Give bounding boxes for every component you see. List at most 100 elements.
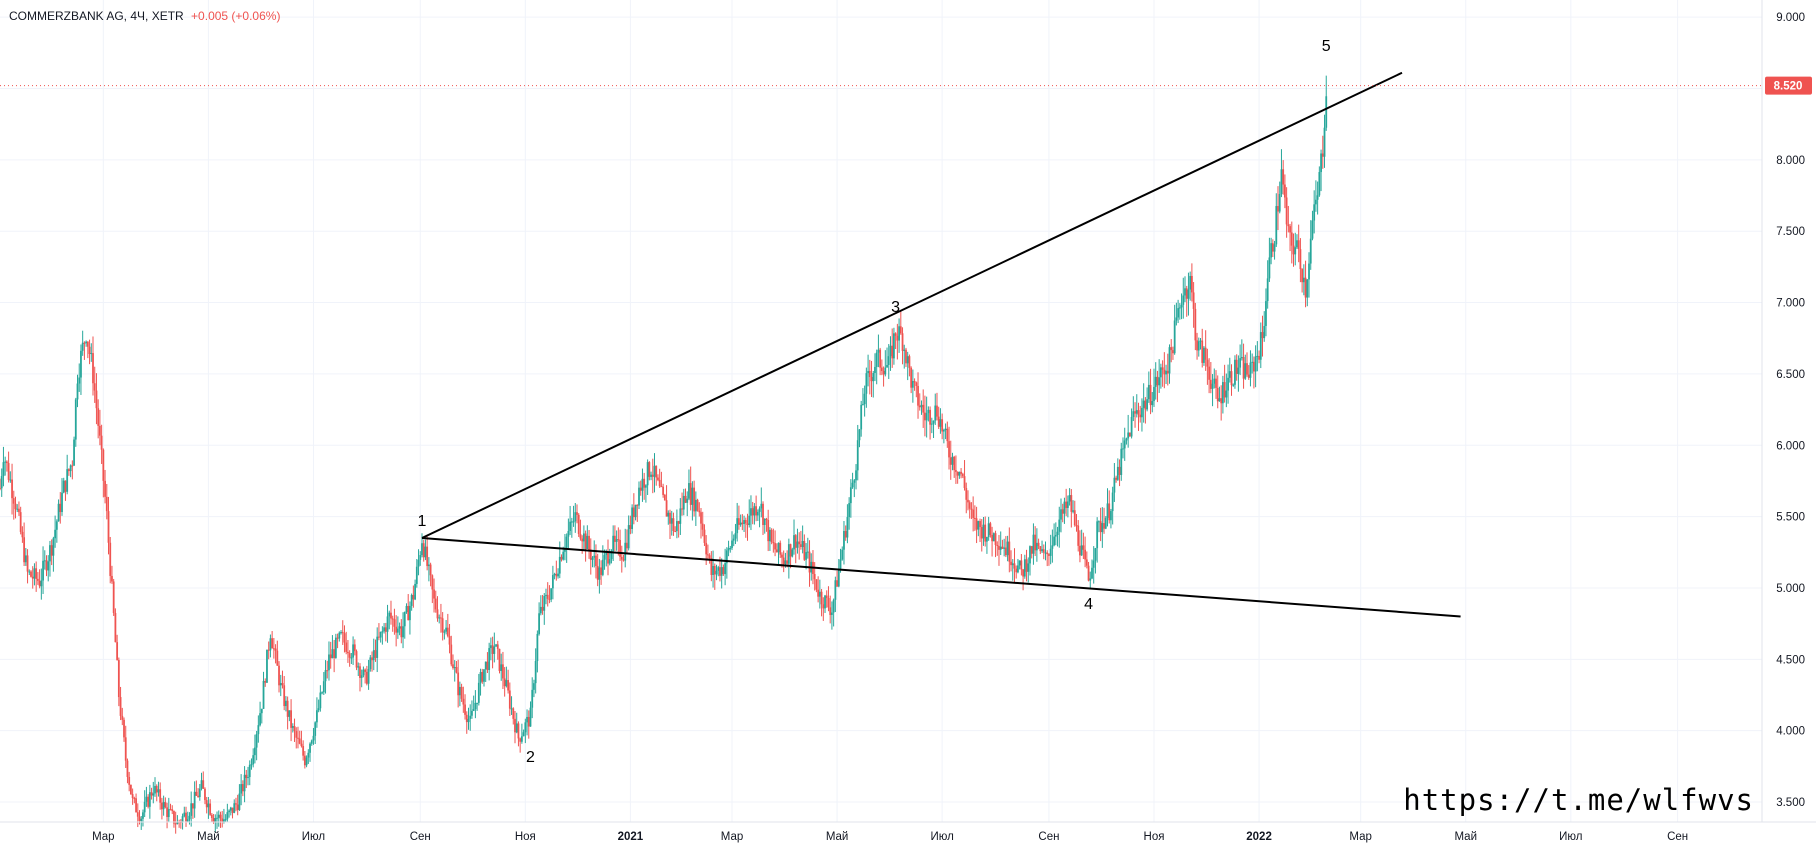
time-tick-label: Июл (930, 831, 953, 843)
candle-body (538, 613, 541, 634)
candle-body (977, 521, 980, 530)
candle-body (929, 409, 931, 425)
candle-body (829, 607, 832, 615)
candle-body (600, 567, 603, 575)
candle-body (195, 791, 198, 796)
candle-body (560, 556, 563, 560)
candle-body (403, 611, 406, 627)
candle-body (930, 423, 933, 425)
candle-body (1306, 279, 1309, 298)
candle-body (918, 405, 921, 408)
candle-body (772, 542, 775, 544)
candle-body (228, 810, 230, 813)
candle-body (136, 812, 139, 817)
candle-body (1035, 542, 1038, 551)
candle-body (11, 479, 13, 499)
candle-body (1056, 531, 1059, 536)
candle-body (348, 653, 351, 658)
candle-body (235, 803, 237, 805)
candle-body (524, 722, 527, 733)
candle-body (915, 382, 918, 386)
candle-body (334, 637, 337, 658)
candle-body (381, 631, 384, 633)
candle-body (663, 494, 666, 501)
candle-body (434, 598, 437, 610)
candle-body (753, 506, 756, 516)
candle-body (879, 349, 882, 368)
candle-body (248, 764, 251, 778)
candle-body (662, 486, 665, 495)
candle-body (658, 479, 661, 487)
candle-body (620, 556, 623, 560)
candle-body (887, 356, 890, 365)
candle-body (1239, 358, 1242, 368)
candle-body (979, 521, 981, 528)
price-tick-label: 7.000 (1776, 298, 1805, 310)
candle-body (770, 529, 773, 543)
candle-body (74, 399, 77, 440)
candle-body (796, 541, 799, 548)
candle-body (9, 479, 12, 481)
candle-body (972, 509, 975, 518)
candle-body (1206, 359, 1209, 367)
candle-body (984, 524, 987, 542)
candle-body (405, 605, 408, 612)
candle-body (1006, 541, 1009, 556)
candle-body (1015, 568, 1018, 573)
candle-body (581, 538, 584, 542)
candle-body (73, 439, 75, 466)
candle-body (128, 776, 131, 785)
candle-body (751, 508, 754, 516)
time-tick-label: Сен (1667, 831, 1688, 843)
candle-body (217, 814, 220, 818)
candle-body (1147, 384, 1150, 400)
trendline-1[interactable] (421, 71, 1403, 539)
candle-body (1247, 374, 1250, 378)
candle-body (295, 731, 298, 738)
candle-body (269, 638, 272, 651)
candle-body (476, 702, 479, 704)
candle-body (419, 555, 422, 560)
candle-body (570, 521, 573, 523)
candle-body (586, 535, 589, 549)
candle-body (276, 650, 279, 666)
candle-body (1011, 563, 1014, 566)
candle-body (743, 520, 745, 525)
time-axis[interactable]: Мар Май Июл Сен Ноя 2021 Мар Май Июл Сен Ноя 2022 Ма… (0, 821, 1816, 843)
candle-body (717, 567, 720, 571)
candle-body (787, 544, 790, 564)
candle-body (105, 496, 108, 512)
candle-body (477, 682, 480, 703)
candle-body (148, 792, 151, 807)
candle-body (183, 812, 186, 817)
candle-body (441, 618, 444, 633)
trendlines[interactable] (421, 71, 1461, 618)
candle-body (653, 465, 656, 477)
candle-body (1049, 548, 1052, 556)
trendline-2[interactable] (421, 537, 1461, 618)
candle-body (612, 535, 615, 552)
price-tick-label: 8.000 (1776, 155, 1805, 167)
candle-body (674, 530, 677, 532)
candle-body (595, 555, 597, 566)
candle-body (21, 531, 24, 538)
candle-body (696, 499, 699, 511)
candle-body (848, 503, 851, 518)
candle-body (1115, 477, 1118, 480)
candle-body (1116, 466, 1119, 480)
candle-body (1130, 416, 1133, 437)
price-axis[interactable]: 9.0008.5008.0007.5007.0006.5006.0005.500… (1761, 0, 1812, 822)
candle-body (61, 492, 63, 513)
candle-body (519, 738, 522, 742)
candle-body (1290, 232, 1293, 246)
candle-body (427, 564, 430, 567)
candle-body (686, 498, 689, 503)
candle-body (853, 480, 856, 483)
candle-body (1163, 369, 1166, 375)
candle-body (483, 669, 485, 682)
candle-body (112, 581, 115, 613)
candle-body (1032, 534, 1035, 554)
candle-body (426, 546, 429, 567)
